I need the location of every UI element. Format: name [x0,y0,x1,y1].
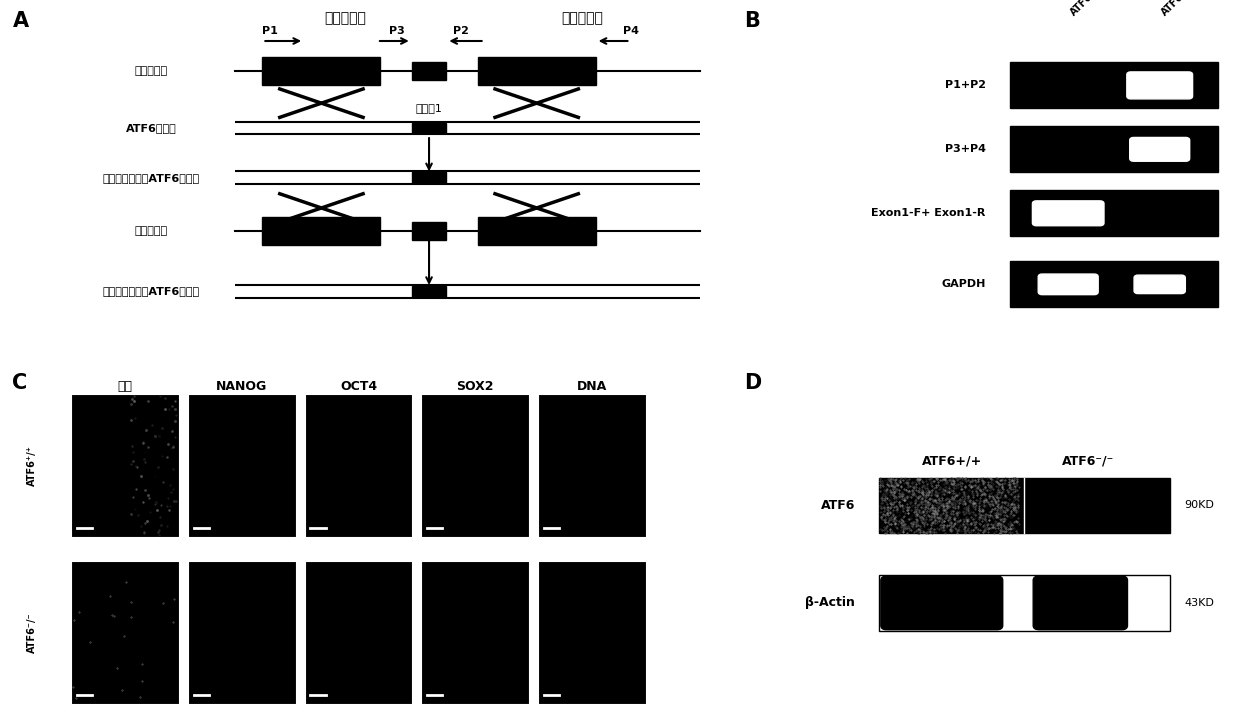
Text: 外显子1: 外显子1 [415,103,443,113]
Text: SOX2: SOX2 [456,380,494,393]
Text: P3: P3 [389,25,404,36]
Bar [305,561,413,704]
Text: ATF6+/+: ATF6+/+ [1068,0,1109,18]
Text: P1+P2: P1+P2 [945,80,986,91]
Bar [879,575,1169,631]
Bar [879,478,1169,534]
Text: GAPDH: GAPDH [941,279,986,289]
Text: 同源臂载体: 同源臂载体 [135,66,167,76]
Bar [412,222,446,240]
Text: ATF6⁻/⁻: ATF6⁻/⁻ [1063,454,1115,467]
Bar [422,561,529,704]
Bar [1009,62,1218,109]
Text: D: D [744,373,761,393]
Text: ATF6-/-: ATF6-/- [1159,0,1194,18]
Text: OCT4: OCT4 [340,380,377,393]
Bar [263,217,381,245]
Bar [72,394,179,536]
Bar [1009,190,1218,236]
Text: B: B [744,11,760,30]
Bar [412,173,446,183]
FancyBboxPatch shape [1033,201,1104,225]
Text: ATF6基因组: ATF6基因组 [126,123,176,133]
Bar [538,561,646,704]
FancyBboxPatch shape [1127,72,1193,99]
Bar [422,394,529,536]
Text: P3+P4: P3+P4 [945,144,986,154]
Text: 同源臂左臂: 同源臂左臂 [325,11,367,25]
Bar [72,561,179,704]
Text: 第一次打靶后的ATF6基因组: 第一次打靶后的ATF6基因组 [103,173,200,183]
Bar [188,394,295,536]
Text: 同源臂载体: 同源臂载体 [135,226,167,236]
Text: P2: P2 [454,25,469,36]
Bar [538,394,646,536]
Bar [477,57,595,86]
Text: 43KD: 43KD [1184,598,1214,608]
Text: P1: P1 [263,25,278,36]
Text: P4: P4 [624,25,640,36]
Text: 90KD: 90KD [1184,500,1214,510]
Text: 第二次打靶后的ATF6基因组: 第二次打靶后的ATF6基因组 [103,286,200,297]
Text: ATF6⁻/⁻: ATF6⁻/⁻ [27,612,37,652]
Text: A: A [12,11,29,30]
FancyBboxPatch shape [880,576,1003,630]
FancyBboxPatch shape [1135,275,1185,294]
Text: ATF6: ATF6 [821,499,856,512]
Bar [412,62,446,80]
Text: Exon1-F+ Exon1-R: Exon1-F+ Exon1-R [872,208,986,218]
Bar [263,57,381,86]
Text: DNA: DNA [577,380,608,393]
Bar [1009,126,1218,173]
Text: β-Actin: β-Actin [805,597,856,610]
Bar [305,394,413,536]
Bar [1009,261,1218,307]
Bar [477,217,595,245]
Text: ATF6+/+: ATF6+/+ [921,454,982,467]
Bar [412,123,446,133]
FancyBboxPatch shape [1038,274,1099,294]
Bar [412,286,446,297]
Text: C: C [12,373,27,393]
Bar [188,561,295,704]
FancyBboxPatch shape [1130,138,1189,161]
Text: 明场: 明场 [118,380,133,393]
Text: 同源臂右臂: 同源臂右臂 [560,11,603,25]
FancyBboxPatch shape [1033,576,1127,630]
Text: NANOG: NANOG [216,380,268,393]
Text: ATF6⁺/⁺: ATF6⁺/⁺ [27,445,37,486]
